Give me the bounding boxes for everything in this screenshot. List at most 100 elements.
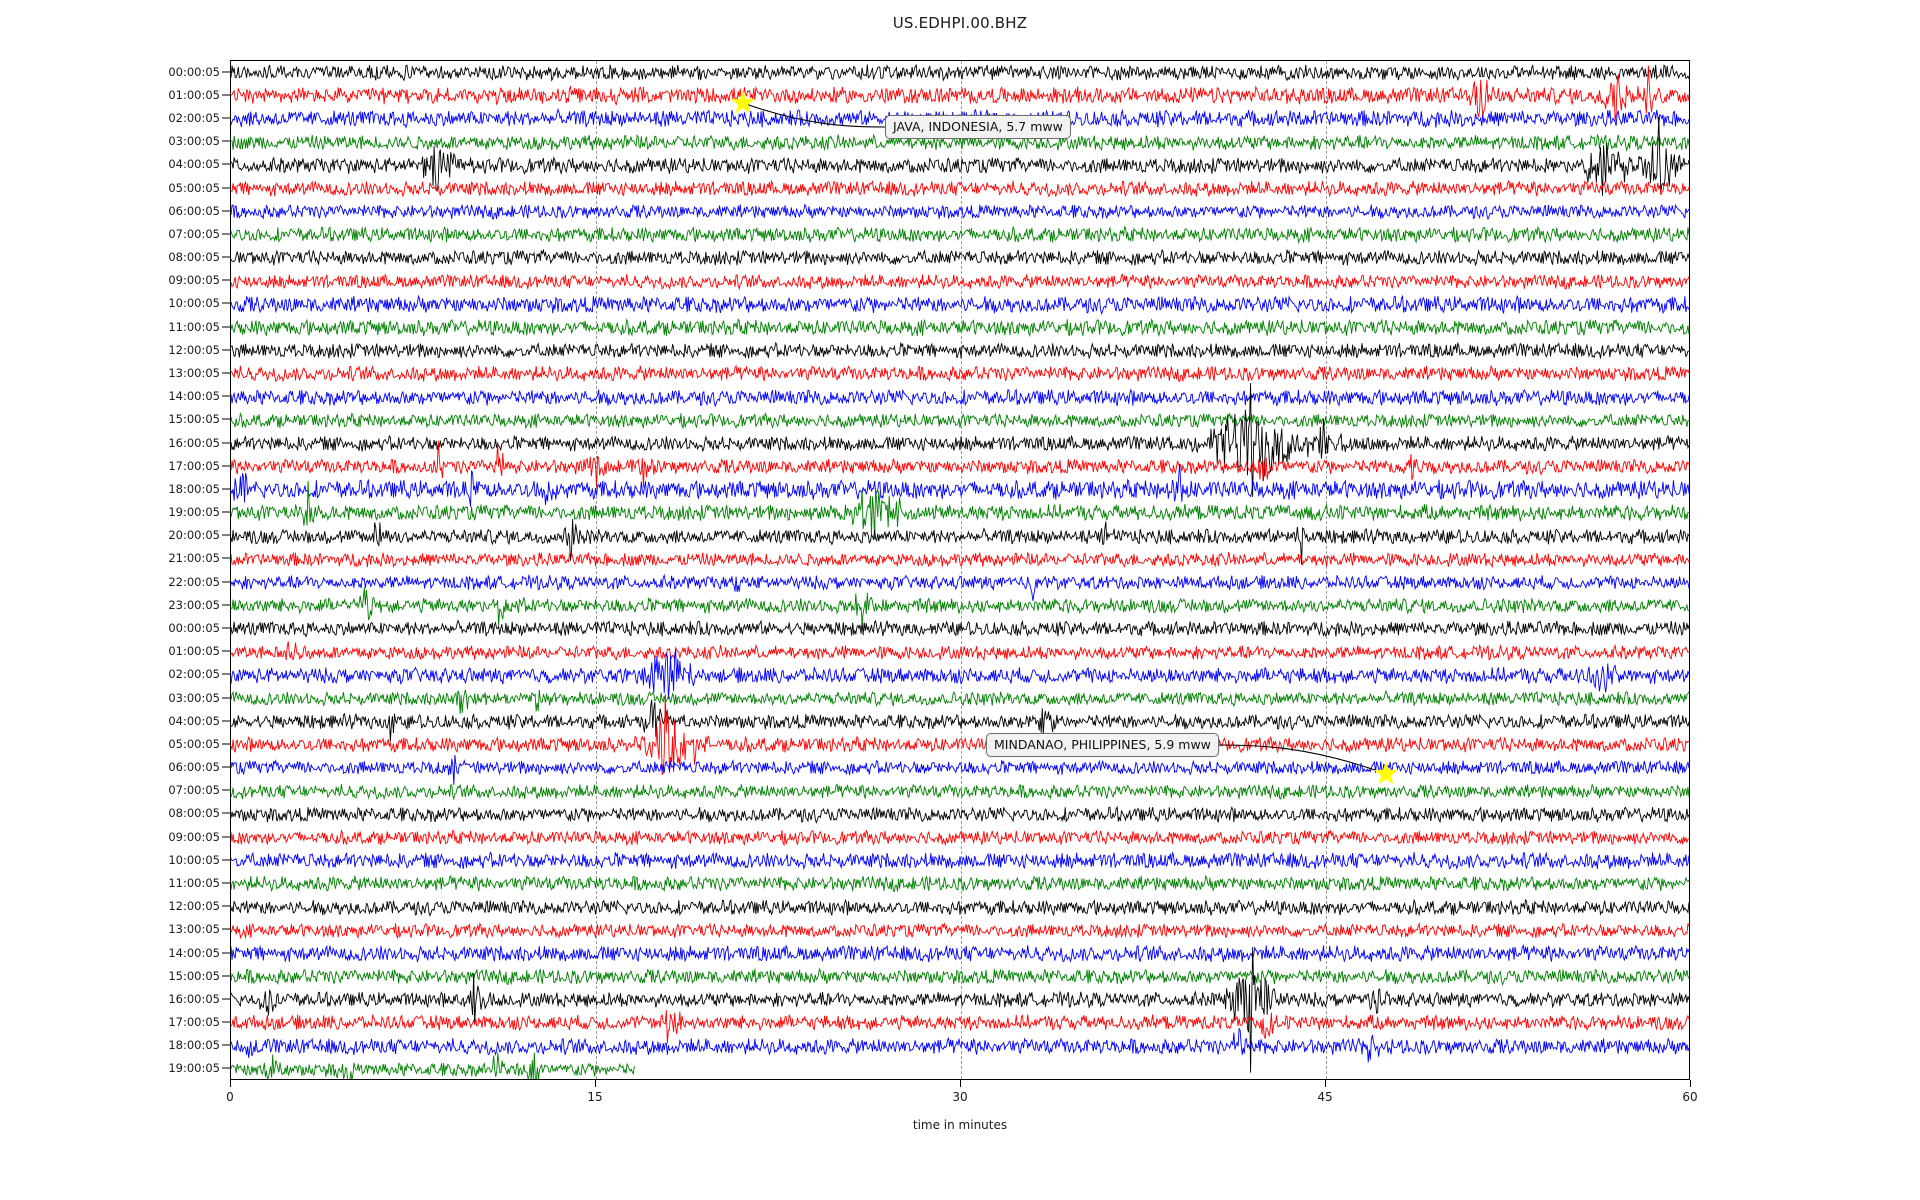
trace-row xyxy=(231,965,1689,988)
trace-row xyxy=(231,362,1689,385)
waveform xyxy=(231,1035,1689,1058)
y-tick-mark xyxy=(222,465,230,467)
y-tick-mark xyxy=(222,418,230,420)
event-annotation-label[interactable]: JAVA, INDONESIA, 5.7 mww xyxy=(885,115,1071,139)
earthquake-star-icon xyxy=(1374,761,1398,785)
trace-row xyxy=(231,1011,1689,1034)
waveform xyxy=(231,849,1689,872)
waveform xyxy=(231,942,1689,965)
y-tick-label: 02:00:05 xyxy=(168,110,220,125)
y-tick-label: 05:00:05 xyxy=(168,180,220,195)
y-tick-mark xyxy=(222,534,230,536)
waveform xyxy=(231,478,1689,501)
y-tick-label: 20:00:05 xyxy=(168,528,220,543)
y-tick-label: 19:00:05 xyxy=(168,505,220,520)
waveform xyxy=(231,803,1689,826)
y-tick-label: 07:00:05 xyxy=(168,783,220,798)
y-tick-mark xyxy=(222,1067,230,1069)
waveform xyxy=(231,617,1689,640)
trace-row xyxy=(231,988,1689,1011)
trace-row xyxy=(231,246,1689,269)
x-tick-label: 0 xyxy=(226,1090,234,1104)
trace-row xyxy=(231,386,1689,409)
waveform xyxy=(231,293,1689,316)
x-tick-mark xyxy=(230,1080,231,1087)
waveform xyxy=(231,571,1689,594)
y-tick-label: 11:00:05 xyxy=(168,875,220,890)
trace-row xyxy=(231,223,1689,246)
waveform xyxy=(231,780,1689,803)
waveform xyxy=(231,432,1689,455)
trace-row xyxy=(231,594,1689,617)
waveform xyxy=(231,988,1689,1011)
y-tick-label: 05:00:05 xyxy=(168,736,220,751)
trace-row xyxy=(231,501,1689,524)
trace-row xyxy=(231,61,1689,84)
y-tick-label: 08:00:05 xyxy=(168,806,220,821)
trace-row xyxy=(231,1058,1689,1080)
waveform xyxy=(231,107,1689,130)
waveform xyxy=(231,223,1689,246)
y-tick-label: 08:00:05 xyxy=(168,250,220,265)
y-tick-label: 03:00:05 xyxy=(168,690,220,705)
waveform xyxy=(231,84,1689,107)
y-tick-mark xyxy=(222,557,230,559)
waveform xyxy=(231,872,1689,895)
y-tick-label: 14:00:05 xyxy=(168,389,220,404)
trace-row xyxy=(231,107,1689,130)
waveform xyxy=(231,409,1689,432)
y-tick-label: 02:00:05 xyxy=(168,667,220,682)
x-axis-label: time in minutes xyxy=(912,1118,1008,1132)
y-tick-label: 15:00:05 xyxy=(168,412,220,427)
waveform xyxy=(231,200,1689,223)
y-tick-mark xyxy=(222,650,230,652)
trace-row xyxy=(231,687,1689,710)
y-tick-mark xyxy=(222,210,230,212)
plot-area xyxy=(230,60,1690,1080)
y-tick-mark xyxy=(222,882,230,884)
trace-row xyxy=(231,525,1689,548)
y-tick-label: 18:00:05 xyxy=(168,1038,220,1053)
y-tick-label: 18:00:05 xyxy=(168,481,220,496)
trace-row xyxy=(231,293,1689,316)
trace-row xyxy=(231,641,1689,664)
waveform xyxy=(231,919,1689,942)
trace-row xyxy=(231,780,1689,803)
event-annotation-label[interactable]: MINDANAO, PHILIPPINES, 5.9 mww xyxy=(986,733,1219,757)
waveform xyxy=(231,756,1689,779)
y-tick-mark xyxy=(222,836,230,838)
waveform xyxy=(231,501,1689,524)
y-tick-mark xyxy=(222,812,230,814)
x-tick-mark xyxy=(960,1080,961,1087)
y-tick-mark xyxy=(222,720,230,722)
trace-row xyxy=(231,339,1689,362)
y-tick-mark xyxy=(222,627,230,629)
y-tick-mark xyxy=(222,71,230,73)
waveform xyxy=(231,548,1689,571)
x-tick-label: 30 xyxy=(952,1090,968,1104)
y-tick-mark xyxy=(222,442,230,443)
y-tick-label: 01:00:05 xyxy=(168,87,220,102)
waveform xyxy=(231,386,1689,409)
y-tick-label: 16:00:05 xyxy=(168,991,220,1006)
y-tick-mark xyxy=(222,604,230,606)
gridline xyxy=(1326,61,1327,1079)
y-tick-mark xyxy=(222,163,230,165)
trace-row xyxy=(231,733,1689,756)
y-tick-mark xyxy=(222,766,230,768)
trace-row xyxy=(231,200,1689,223)
trace-row xyxy=(231,455,1689,478)
waveform xyxy=(231,61,1689,84)
x-tick-mark xyxy=(1325,1080,1326,1087)
x-tick-mark xyxy=(1690,1080,1691,1087)
y-tick-mark xyxy=(222,256,230,258)
waveform xyxy=(231,733,1689,756)
trace-row xyxy=(231,571,1689,594)
trace-row xyxy=(231,84,1689,107)
y-tick-label: 04:00:05 xyxy=(168,713,220,728)
y-tick-label: 04:00:05 xyxy=(168,157,220,172)
y-tick-label: 07:00:05 xyxy=(168,226,220,241)
y-tick-mark xyxy=(222,302,230,304)
y-tick-mark xyxy=(222,233,230,235)
